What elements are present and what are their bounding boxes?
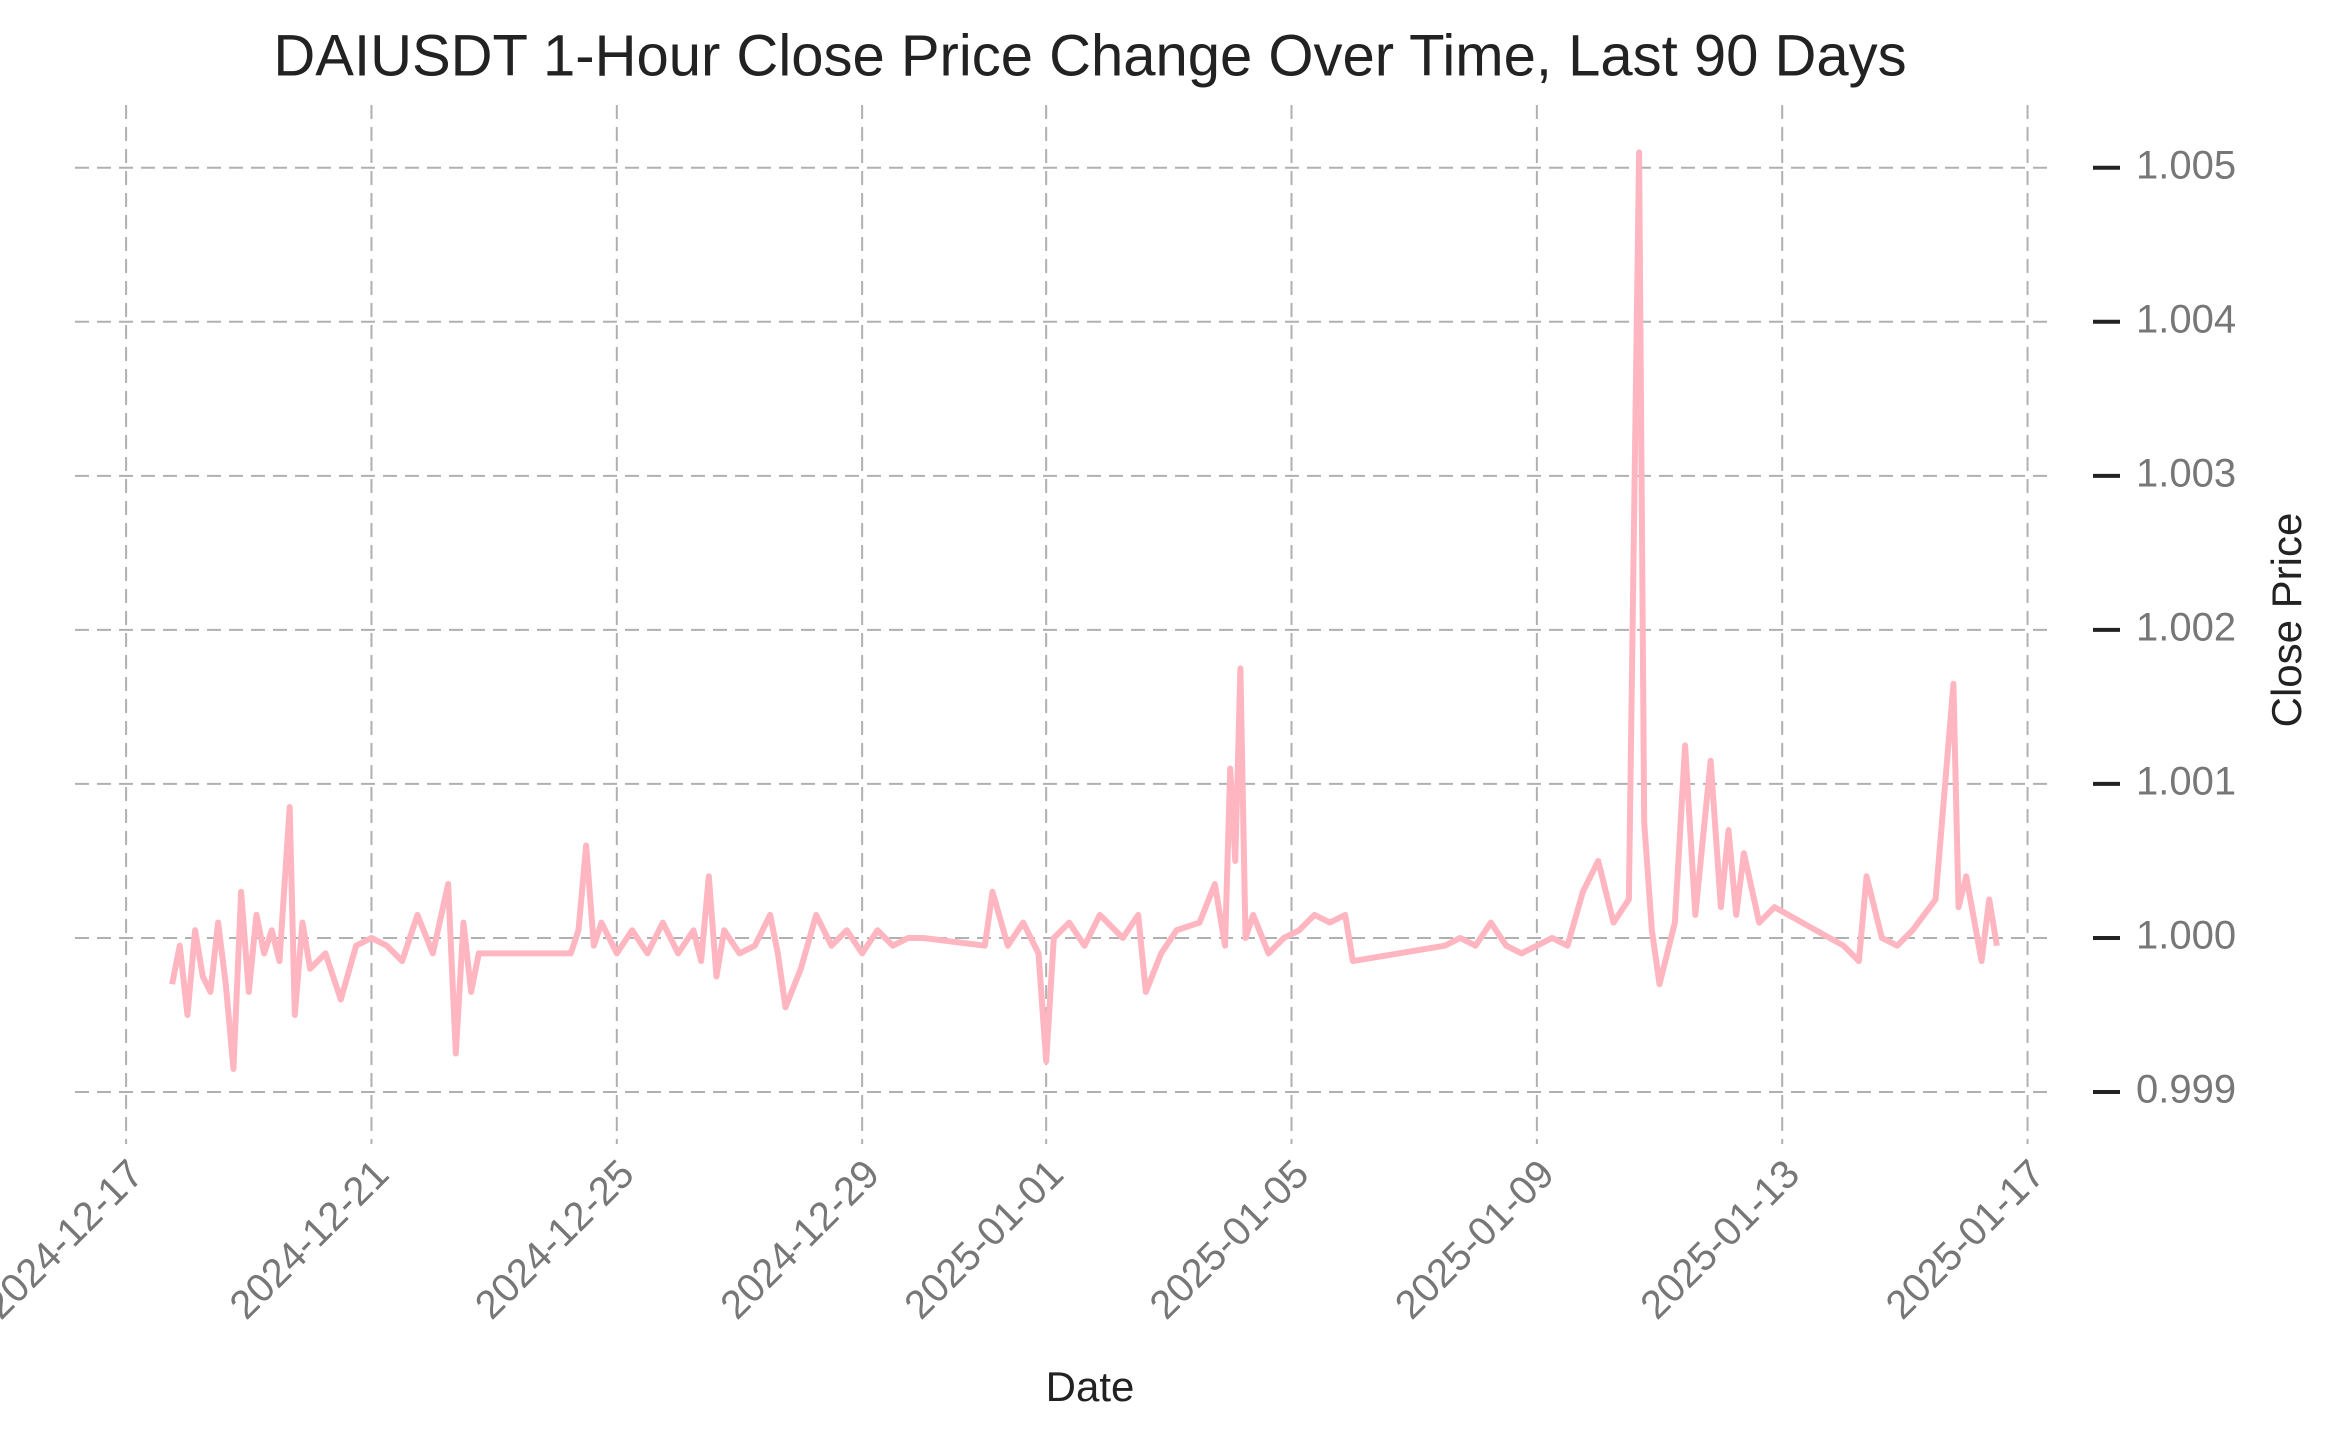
- line: [169, 149, 2000, 1072]
- y-tick-label: 1.002: [2136, 605, 2236, 649]
- x-tick-label: 2025-01-09: [1387, 1152, 1563, 1328]
- y-tick-label: 1.001: [2136, 759, 2236, 803]
- y-tick-label: 1.005: [2136, 143, 2236, 187]
- y-tick-label: 1.000: [2136, 914, 2236, 958]
- x-tick-label: 2025-01-05: [1142, 1152, 1318, 1328]
- x-tick-label: 2024-12-25: [467, 1152, 643, 1328]
- x-tick-label: 2025-01-17: [1878, 1152, 2054, 1328]
- x-tick-label: 2024-12-21: [222, 1152, 398, 1328]
- x-axis-label: Date: [1046, 1363, 1135, 1410]
- chart-title: DAIUSDT 1-Hour Close Price Change Over T…: [273, 23, 1906, 88]
- y-tick-label: 1.004: [2136, 297, 2236, 341]
- y-tick-label: 1.003: [2136, 451, 2236, 495]
- x-tick-label: 2025-01-13: [1632, 1152, 1808, 1328]
- y-tick-label: 0.999: [2136, 1068, 2236, 1112]
- x-tick-label: 2024-12-17: [0, 1152, 152, 1328]
- x-tick-label: 2024-12-29: [712, 1152, 888, 1328]
- y-axis-label: Close Price: [2263, 513, 2310, 728]
- x-tick-label: 2025-01-01: [896, 1152, 1072, 1328]
